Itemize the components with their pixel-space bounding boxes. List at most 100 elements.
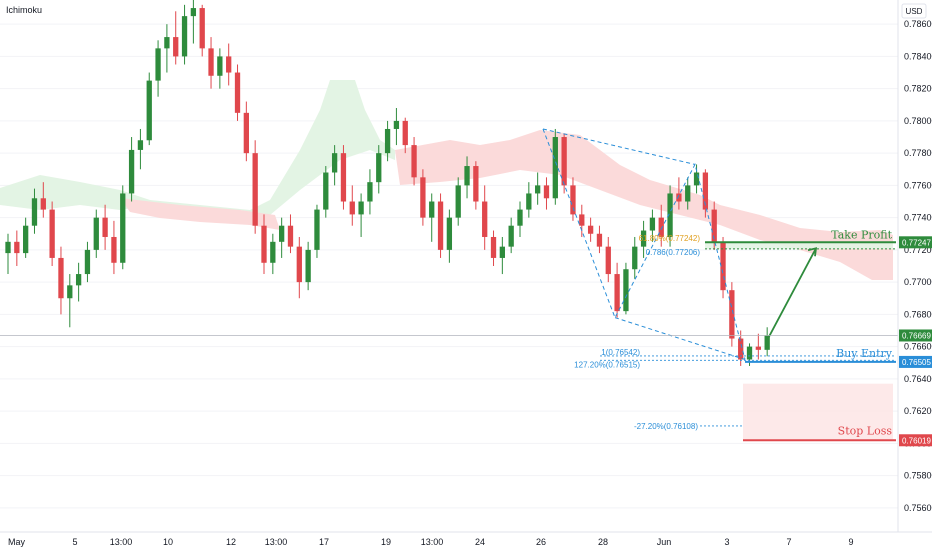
candle-body [720,241,726,291]
stop-loss-price-tag-text: 0.76019 [902,436,931,445]
projection-arrow-head [807,247,818,257]
ichimoku-cloud-1 [120,198,280,230]
currency-label[interactable]: USD [906,7,923,16]
time-tick-label: 12 [226,537,236,547]
fib-neg272-label: -27.20%(0.76108) [634,422,698,431]
time-tick-label: 26 [536,537,546,547]
fib-618-label: 61.80%(0.77242) [639,234,701,243]
time-tick-label: 3 [724,537,729,547]
candle-body [755,346,761,350]
candle-body [23,225,29,254]
candle-body [199,8,205,49]
candle-body [173,37,179,57]
candle-body [579,214,585,226]
candle-body [40,198,46,210]
candle-body [296,246,302,283]
candle-body [552,137,558,199]
candle-body [67,285,73,299]
candle-body [58,257,64,299]
level-labels-layer: Take Profit Buy Entry Stop Loss 61.80%(0.77… [574,228,932,447]
candle-body [155,48,161,81]
candle-body [711,209,717,242]
candle-body [446,217,453,250]
candle-body [587,225,594,234]
candle-body [340,153,347,202]
candle-body [402,120,408,146]
candle-body [120,193,126,263]
candle-body [384,128,391,154]
time-tick-label: 5 [72,537,77,547]
candle-body [746,346,753,360]
time-tick-label: 10 [163,537,173,547]
fib-1-label: 1(0.76542) [601,348,640,357]
candle-body [570,185,576,215]
ichimoku-cloud-layer [0,80,893,280]
candle-body [517,209,523,226]
candle-body [473,166,479,202]
candle-body [137,140,144,150]
candle-body [164,37,170,49]
candle-body [420,177,426,218]
current-price-tag [899,329,932,342]
candle-body [632,246,638,270]
take-profit-label: Take Profit [831,228,892,241]
candle-body [358,201,364,215]
time-tick-label: 28 [598,537,608,547]
candle-body [738,338,744,360]
candle-body [217,56,223,76]
currency-box[interactable] [901,3,927,19]
candle-body [526,193,532,210]
zone-layer [705,242,893,440]
candle-body [490,236,497,258]
candle-body [640,230,647,247]
candle-body [393,120,400,129]
harmonic-pattern-legs [542,128,746,360]
price-tick-label: 0.75600 [904,503,932,513]
candle-body [596,233,603,247]
candle-body [482,201,488,237]
candle-body [270,241,276,263]
candle-body [75,274,82,286]
ichimoku-cloud-2 [395,130,893,280]
time-tick-label: 24 [475,537,485,547]
stop-loss-label: Stop Loss [838,424,893,437]
time-tick-label: Jun [657,537,672,547]
take-profit-price-tag-text: 0.77247 [902,238,931,247]
candle-body [5,241,11,254]
candle-body [31,198,38,226]
candle-body [561,137,567,186]
candle-body [702,172,709,210]
candle-body [279,225,285,242]
take-profit-price-tag [899,236,932,249]
candle-body [146,80,152,141]
candle-body [84,249,91,275]
fib-786-label: 0.786(0.77206) [646,248,701,257]
time-tick-label: 7 [786,537,791,547]
candle-body [93,217,99,250]
candle-body [685,185,691,202]
candle-body [190,8,197,17]
candle-body [649,217,656,231]
candle-body [314,209,320,250]
candle-body [455,185,461,218]
time-tick-label: 19 [381,537,391,547]
projection-arrow-line [767,247,817,339]
candle-body [437,201,444,250]
candle-body [429,201,435,218]
candle-body [658,217,664,237]
candle-body [128,149,135,194]
candle-body [499,246,505,258]
